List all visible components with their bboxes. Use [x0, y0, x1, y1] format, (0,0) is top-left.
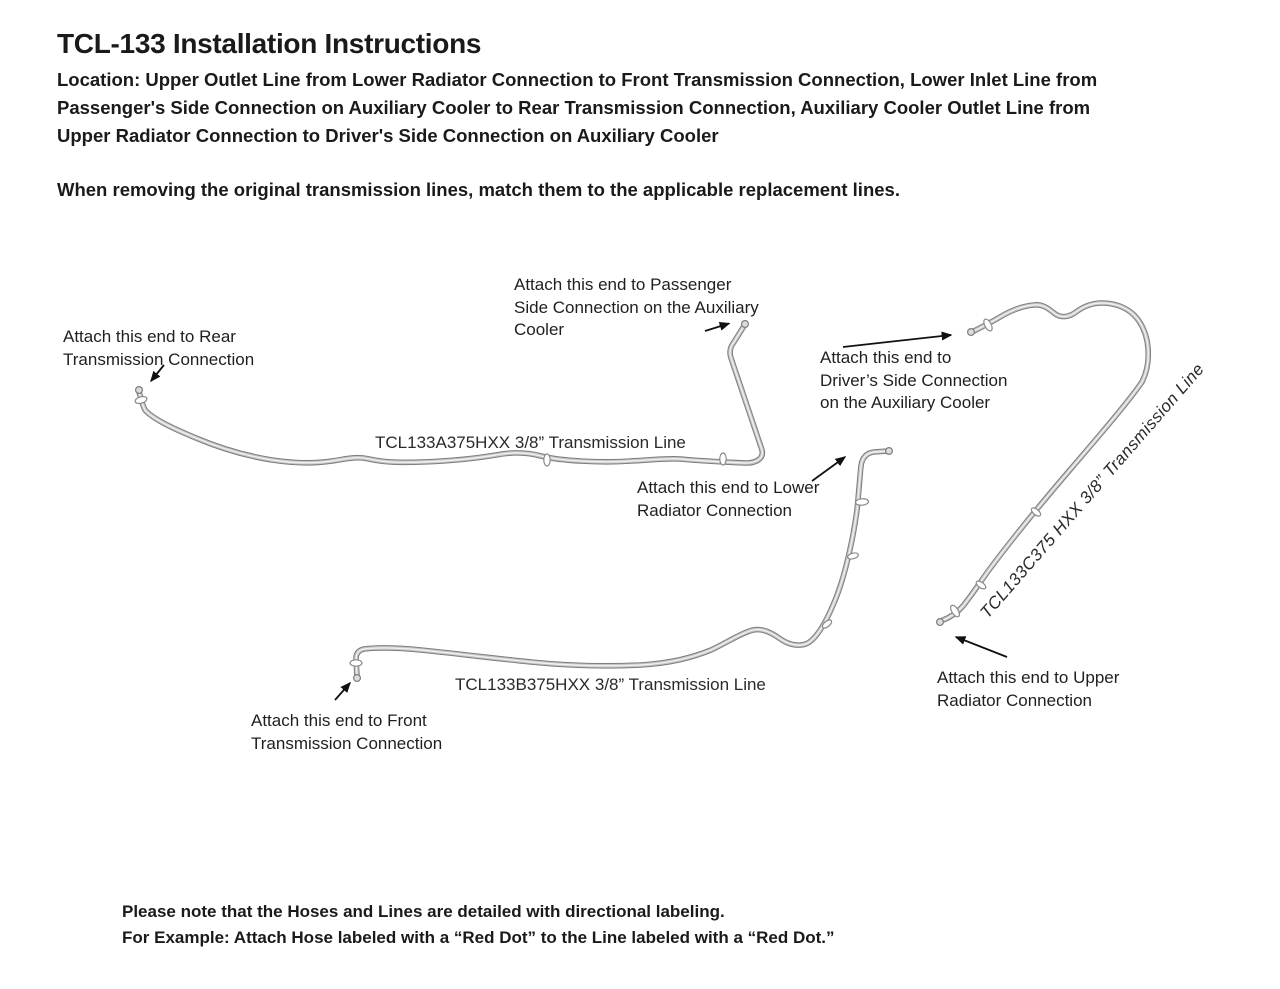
page-title: TCL-133 Installation Instructions: [57, 28, 482, 59]
footer-line-2: For Example: Attach Hose labeled with a …: [122, 928, 835, 947]
collar-fittings: [134, 318, 1042, 667]
callout-front-transmission: Attach this end to Front Transmission Co…: [251, 710, 442, 755]
callout-upper-radiator: Attach this end to Upper Radiator Connec…: [937, 667, 1119, 712]
collar-fitting: [950, 604, 960, 618]
end-fitting-front-transmission: [353, 673, 362, 682]
collar-fitting: [821, 619, 833, 629]
location-line-3: Upper Radiator Connection to Driver's Si…: [57, 125, 719, 146]
collar-fitting: [983, 318, 993, 332]
callout-text: Attach this end to Front: [251, 711, 427, 730]
tube-end-fittings: [135, 320, 975, 682]
end-fitting-rear-transmission: [135, 386, 144, 395]
callout-lower-radiator: Attach this end to Lower Radiator Connec…: [637, 477, 819, 522]
transmission-line-c-tube: [938, 300, 1152, 624]
part-label-line-b: TCL133B375HXX 3/8” Transmission Line: [455, 675, 766, 694]
collar-fitting: [349, 659, 363, 667]
callout-text: Attach this end to Lower: [637, 478, 820, 497]
collar-fitting: [975, 580, 987, 590]
callout-text: Driver’s Side Connection: [820, 370, 1008, 390]
directional-labeling-note: Please note that the Hoses and Lines are…: [122, 899, 835, 951]
callout-rear-transmission: Attach this end to Rear Transmission Con…: [63, 326, 254, 371]
end-fitting-upper-radiator: [935, 617, 944, 626]
collar-fitting: [854, 498, 870, 506]
callout-arrows: [150, 321, 1008, 701]
callout-text: Attach this end to: [820, 348, 952, 367]
callout-text: Transmission Connection: [251, 733, 443, 753]
callout-text: Radiator Connection: [937, 690, 1092, 710]
arrow-driver-side: [842, 331, 953, 348]
arrow-passenger-side: [704, 321, 731, 332]
callout-text: Attach this end to Upper: [937, 668, 1120, 687]
callout-driver-side: Attach this end to Driver’s Side Connect…: [820, 347, 1007, 415]
callout-passenger-side: Attach this end to Passenger Side Connec…: [514, 274, 759, 342]
end-fitting-passenger-side: [740, 320, 749, 329]
callout-text: Attach this end to Passenger: [514, 275, 732, 294]
callout-text: on the Auxiliary Cooler: [820, 393, 991, 412]
transmission-line-b-tube: [353, 448, 891, 679]
callout-text: Radiator Connection: [637, 500, 792, 520]
collar-fitting: [719, 452, 727, 466]
collar-fitting: [1030, 507, 1042, 517]
location-line-1: Location: Upper Outlet Line from Lower R…: [57, 69, 1098, 90]
collar-fitting: [543, 453, 551, 467]
callout-text: Side Connection on the Auxiliary: [514, 297, 759, 317]
part-label-line-a: TCL133A375HXX 3/8” Transmission Line: [375, 433, 686, 452]
end-fitting-driver-side: [966, 328, 975, 337]
transmission-line-a-tube: [136, 323, 766, 466]
collar-fitting: [134, 395, 148, 405]
arrow-front-transmission: [334, 681, 351, 701]
footer-line-1: Please note that the Hoses and Lines are…: [122, 902, 725, 921]
removal-note: When removing the original transmission …: [57, 179, 900, 200]
callout-text: Transmission Connection: [63, 349, 255, 369]
location-paragraph: Location: Upper Outlet Line from Lower R…: [57, 66, 1097, 150]
arrow-upper-radiator: [954, 636, 1008, 658]
callout-text: Attach this end to Rear: [63, 327, 236, 346]
location-line-2: Passenger's Side Connection on Auxiliary…: [57, 97, 1091, 118]
collar-fitting: [847, 552, 859, 560]
arrow-rear-transmission: [150, 364, 165, 383]
callout-text: Cooler: [514, 320, 565, 339]
end-fitting-lower-radiator: [884, 447, 893, 456]
arrow-lower-radiator: [811, 456, 847, 482]
